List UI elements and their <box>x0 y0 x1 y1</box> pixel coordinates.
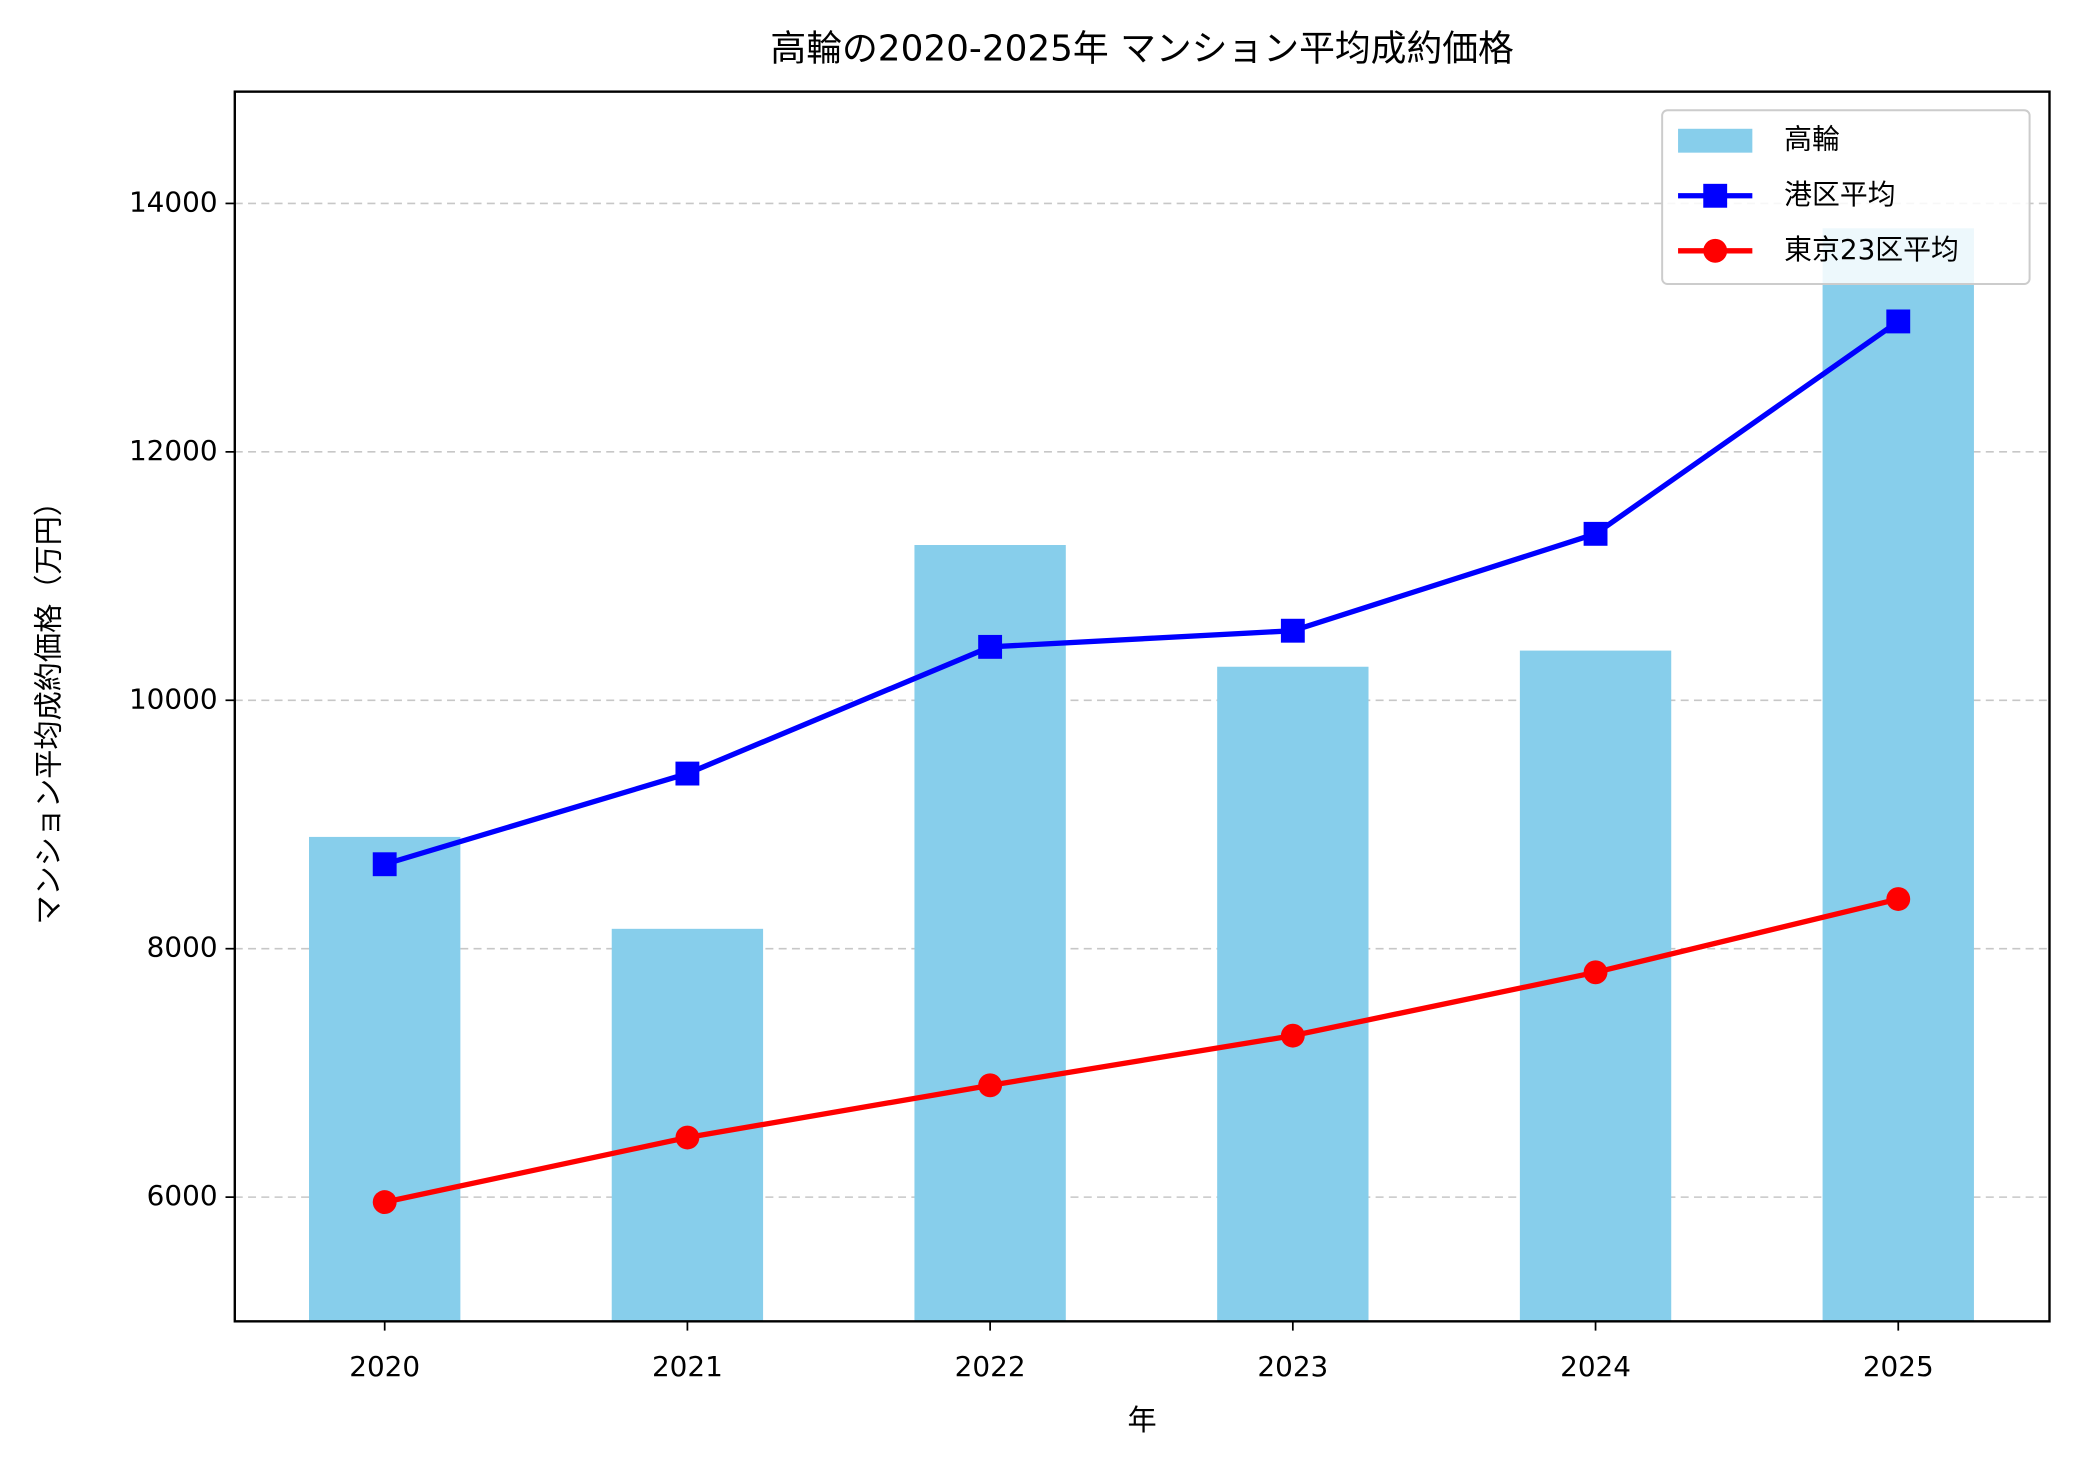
line <box>383 319 1900 867</box>
marker <box>978 634 1003 659</box>
legend-swatch <box>1678 128 1753 153</box>
legend-label: 港区平均 <box>1784 178 1895 211</box>
y-tick-label: 10000 <box>129 682 218 715</box>
y-axis-label: マンション平均成約価格（万円） <box>31 487 65 925</box>
x-tick-label: 2024 <box>1560 1350 1631 1383</box>
x-tick-label: 2020 <box>349 1350 420 1383</box>
marker <box>372 1190 397 1215</box>
marker <box>675 761 700 786</box>
x-tick-label: 2021 <box>652 1350 723 1383</box>
legend-marker <box>1703 238 1728 263</box>
plot-frame <box>233 90 2051 1323</box>
marker <box>1583 960 1608 985</box>
legend-marker <box>1703 183 1728 208</box>
marker <box>1280 1023 1305 1048</box>
x-tick-label: 2022 <box>955 1350 1026 1383</box>
marker <box>1886 309 1911 334</box>
marker <box>1280 618 1305 643</box>
y-tick-label: 12000 <box>129 434 218 467</box>
bar <box>1217 666 1369 1322</box>
legend-label: 高輪 <box>1784 123 1840 156</box>
bar <box>611 928 764 1322</box>
bar <box>914 545 1066 1322</box>
x-tick-label: 2025 <box>1863 1350 1934 1383</box>
marker <box>675 1125 700 1150</box>
marker <box>978 1073 1003 1098</box>
legend-label: 東京23区平均 <box>1784 233 1959 266</box>
bar <box>1822 228 1974 1322</box>
marker <box>1583 521 1608 546</box>
x-axis-label: 年 <box>1128 1403 1157 1437</box>
bar <box>1519 650 1672 1322</box>
y-tick-label: 14000 <box>129 185 218 218</box>
marker <box>372 852 397 877</box>
x-tick-label: 2023 <box>1257 1350 1328 1383</box>
y-tick-label: 8000 <box>147 931 218 964</box>
legend-box <box>1661 109 2031 285</box>
y-tick-label: 6000 <box>147 1179 218 1212</box>
marker <box>1886 887 1911 911</box>
line <box>384 896 1899 1205</box>
bar <box>309 836 461 1322</box>
chart-title: 高輪の2020-2025年 マンション平均成約価格 <box>770 29 1513 70</box>
